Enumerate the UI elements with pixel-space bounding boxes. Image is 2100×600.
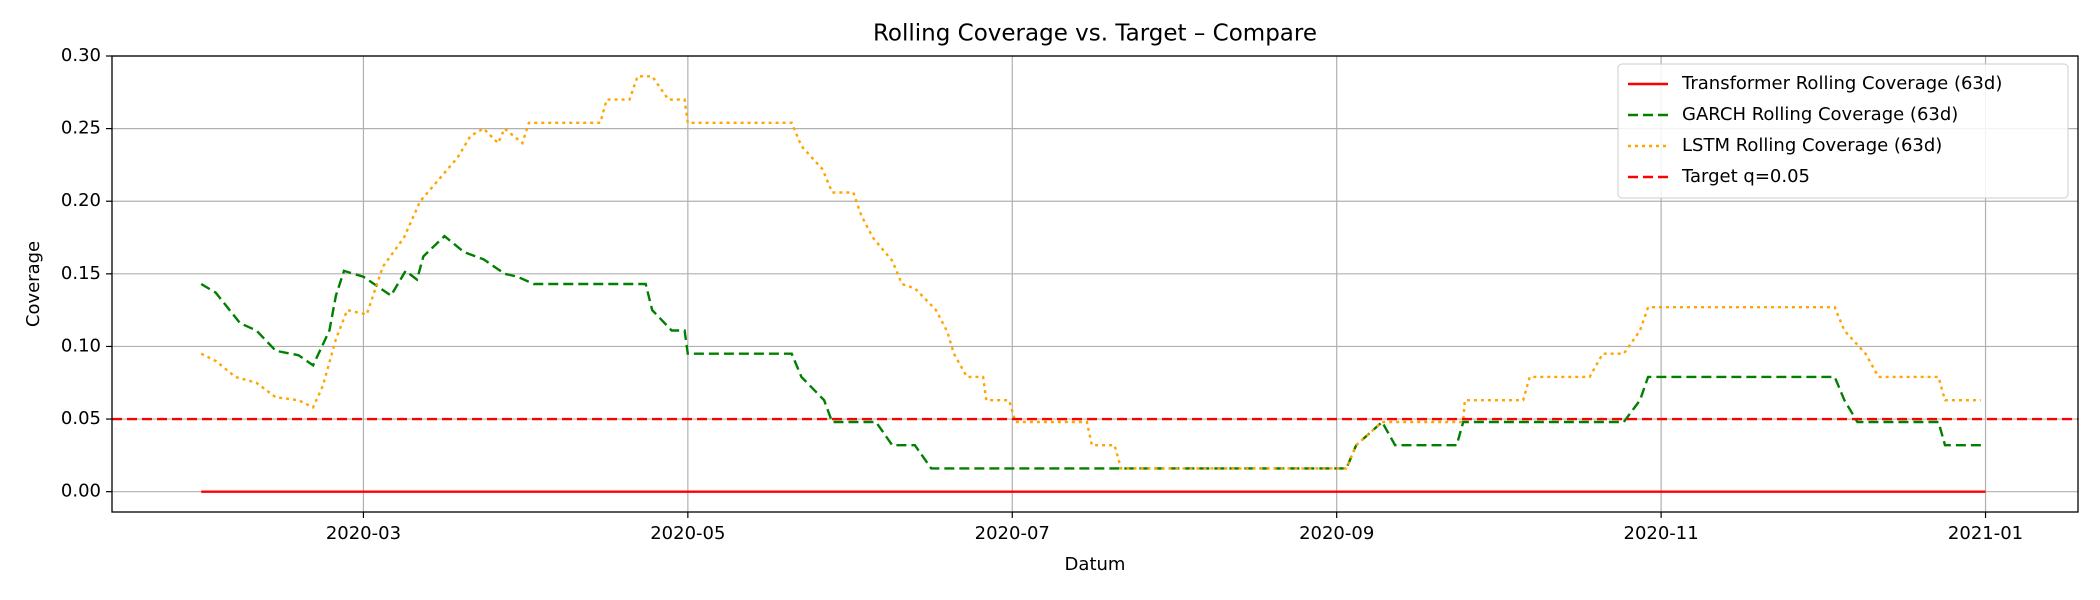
chart-title: Rolling Coverage vs. Target – Compare (873, 21, 1317, 47)
y-tick-label: 0.25 (61, 118, 101, 139)
y-tick-label: 0.30 (61, 45, 101, 66)
y-tick-label: 0.20 (61, 190, 101, 211)
legend: Transformer Rolling Coverage (63d) GARCH … (1617, 63, 2069, 199)
series-line (200, 234, 1986, 470)
x-tick-label: 2021-01 (1948, 523, 2023, 544)
y-tick-label: 0.05 (61, 408, 101, 429)
x-tick-label: 2020-11 (1624, 523, 1699, 544)
y-tick-label: 0.00 (61, 481, 101, 502)
legend-label: LSTM Rolling Coverage (63d) (1682, 135, 1942, 156)
legend-box (1617, 63, 2069, 199)
x-tick-label: 2020-09 (1299, 523, 1374, 544)
legend-label: Transformer Rolling Coverage (63d) (1681, 73, 2002, 94)
axes-frame (111, 55, 2079, 513)
x-tick-label: 2020-03 (326, 523, 401, 544)
y-tick-label: 0.15 (61, 263, 101, 284)
y-tick-label: 0.10 (61, 335, 101, 356)
plot-area (112, 75, 2078, 493)
x-tick-label: 2020-05 (650, 523, 725, 544)
legend-label: Target q=0.05 (1681, 166, 1810, 187)
x-axis-label: Datum (1065, 554, 1126, 575)
legend-label: GARCH Rolling Coverage (63d) (1682, 104, 1958, 125)
series-line (200, 75, 1981, 470)
y-axis-label: Coverage (23, 241, 44, 327)
x-tick-label: 2020-07 (975, 523, 1050, 544)
